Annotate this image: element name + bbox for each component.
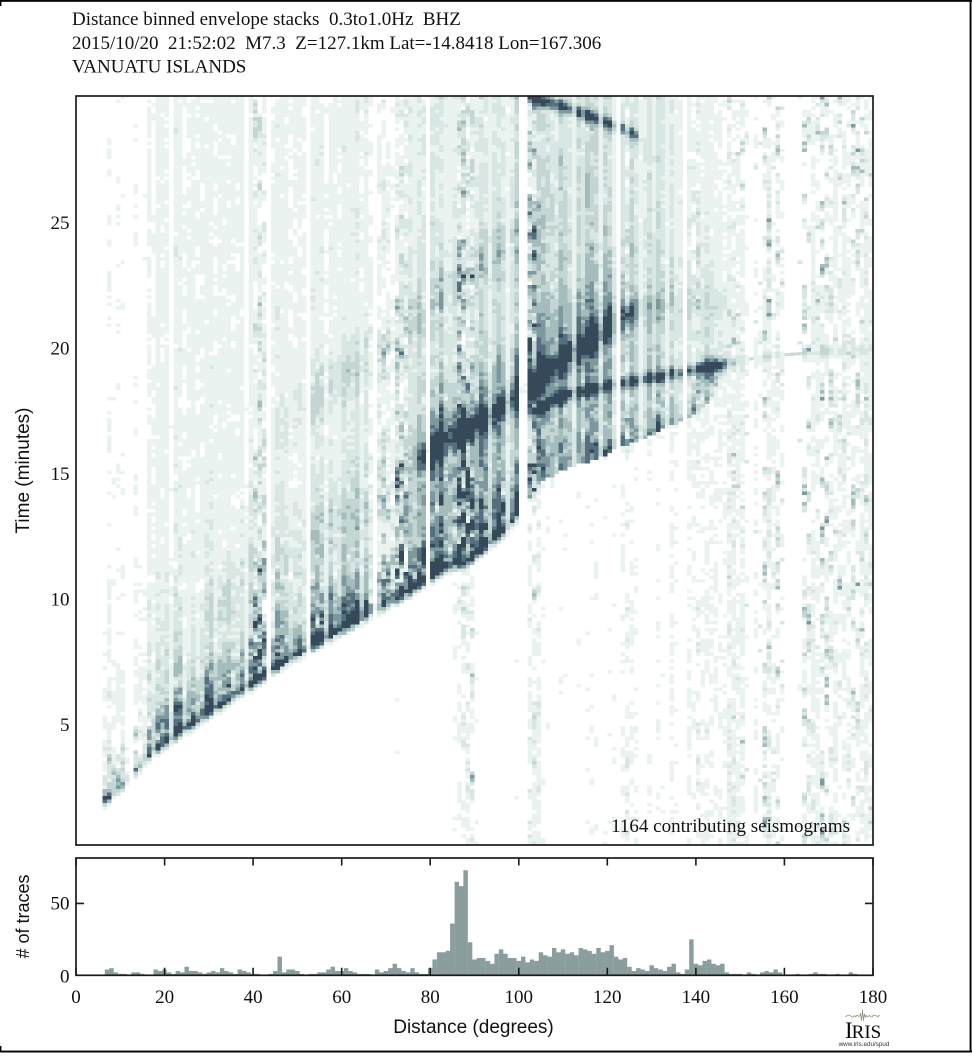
svg-text:0: 0 [71,987,81,1008]
svg-text:0: 0 [60,967,70,988]
svg-text:20: 20 [51,339,70,360]
svg-text:140: 140 [682,987,711,1008]
svg-text:40: 40 [244,987,263,1008]
svg-text:120: 120 [593,987,622,1008]
svg-text:50: 50 [51,894,70,915]
svg-text:Time (minutes): Time (minutes) [13,408,34,534]
svg-text:Distance (degrees): Distance (degrees) [393,1017,554,1038]
svg-text:25: 25 [51,213,70,234]
svg-text:60: 60 [332,987,351,1008]
svg-text:www.iris.edu/spud: www.iris.edu/spud [838,1041,890,1048]
svg-text:100: 100 [505,987,534,1008]
svg-text:2015/10/20 21:52:02 M7.3 Z=: 2015/10/20 21:52:02 M7.3 Z=127.1km Lat=-… [72,33,601,54]
svg-text:1164 contributing seismograms: 1164 contributing seismograms [611,816,850,837]
svg-text:VANUATU ISLANDS: VANUATU ISLANDS [72,57,246,78]
svg-text:Distance binned envelope stack: Distance binned envelope stacks 0.3to1.0… [72,9,461,30]
svg-text:80: 80 [421,987,440,1008]
svg-text:# of traces: # of traces [13,874,33,958]
svg-text:10: 10 [51,590,70,611]
svg-text:IRIS: IRIS [845,1018,881,1043]
svg-text:20: 20 [155,987,174,1008]
svg-text:5: 5 [60,715,70,736]
svg-text:180: 180 [859,987,888,1008]
svg-text:15: 15 [51,464,70,485]
svg-text:160: 160 [770,987,799,1008]
